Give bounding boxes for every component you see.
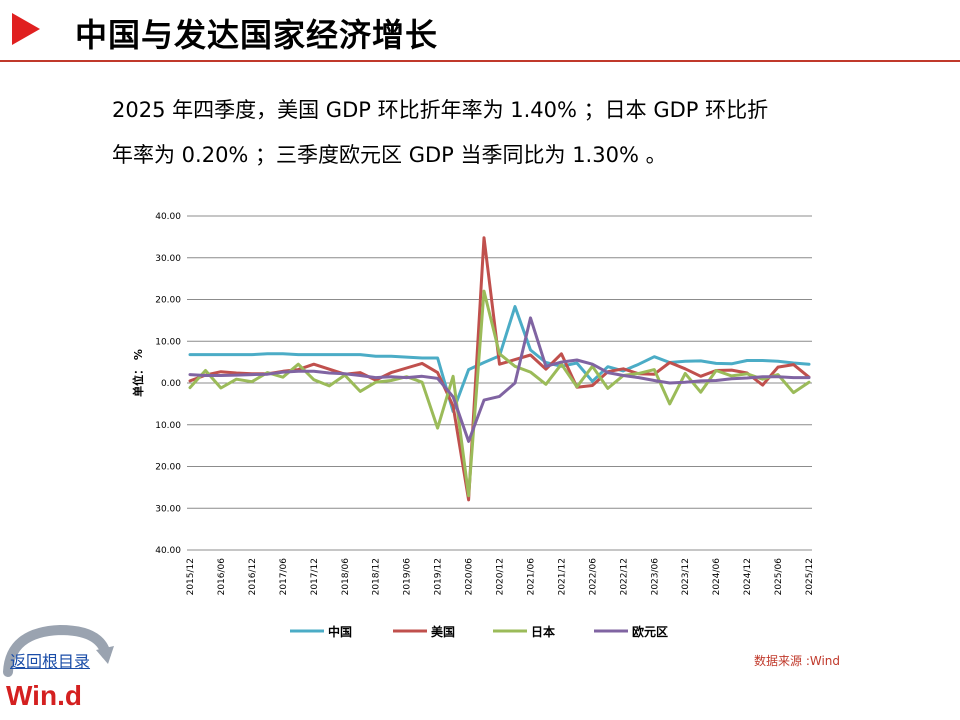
x-tick-label: 2020/12 [496,558,506,595]
x-tick-label: 2019/06 [403,558,413,596]
x-tick-label: 2025/12 [805,558,815,595]
data-source-note: 数据来源 :Wind [754,654,841,668]
y-tick-label: 10.00 [155,337,181,347]
series-line-欧元区 [188,316,811,443]
x-tick-label: 2021/06 [526,558,536,596]
y-tick-label: 20.00 [155,296,181,306]
legend-label: 日本 [531,624,555,639]
y-tick-label: 30.00 [155,254,181,264]
y-tick-label: 0.00 [161,379,181,389]
y-tick-label: 30.00 [155,504,181,514]
summary-line-2: 年率为 0.20% ；三季度欧元区 GDP 当季同比为 1.30% 。 [112,143,667,167]
x-tick-label: 2023/12 [681,558,691,595]
back-arrow-icon[interactable] [0,624,120,684]
x-tick-label: 2018/06 [341,558,351,596]
x-tick-label: 2020/06 [465,558,475,596]
legend-label: 美国 [431,624,455,639]
back-to-root-link[interactable]: 返回根目录 [10,652,91,671]
legend-label: 欧元区 [632,624,668,639]
x-tick-label: 2015/12 [186,558,196,595]
x-tick-label: 2021/12 [557,558,567,595]
series-line-日本 [188,289,811,498]
x-tick-label: 2016/06 [217,558,227,596]
y-tick-label: 10.00 [155,421,181,431]
y-tick-label: 40.00 [155,546,181,556]
x-tick-label: 2024/06 [712,558,722,596]
y-axis-label: 单位： % [131,349,145,397]
x-tick-label: 2022/12 [619,558,629,595]
wind-logo: Win.d [6,680,82,711]
x-tick-label: 2017/12 [310,558,320,595]
x-tick-label: 2019/12 [434,558,444,595]
summary-text: 2025 年四季度，美国 GDP 环比折年率为 1.40% ；日本 GDP 环比… [112,88,872,178]
title-arrow-icon [12,13,40,45]
x-tick-label: 2024/12 [743,558,753,595]
x-tick-label: 2016/12 [248,558,258,595]
x-tick-label: 2023/06 [650,558,660,596]
title-divider [0,60,960,62]
x-tick-label: 2018/12 [372,558,382,595]
summary-line-1: 2025 年四季度，美国 GDP 环比折年率为 1.40% ；日本 GDP 环比… [112,98,769,122]
legend-label: 中国 [328,624,352,639]
y-tick-label: 20.00 [155,463,181,473]
x-tick-label: 2017/06 [279,558,289,596]
page-title: 中国与发达国家经济增长 [75,16,439,54]
x-tick-label: 2022/06 [588,558,598,596]
series-line-美国 [188,236,811,502]
y-tick-label: 40.00 [155,212,181,222]
x-tick-label: 2025/06 [774,558,784,596]
